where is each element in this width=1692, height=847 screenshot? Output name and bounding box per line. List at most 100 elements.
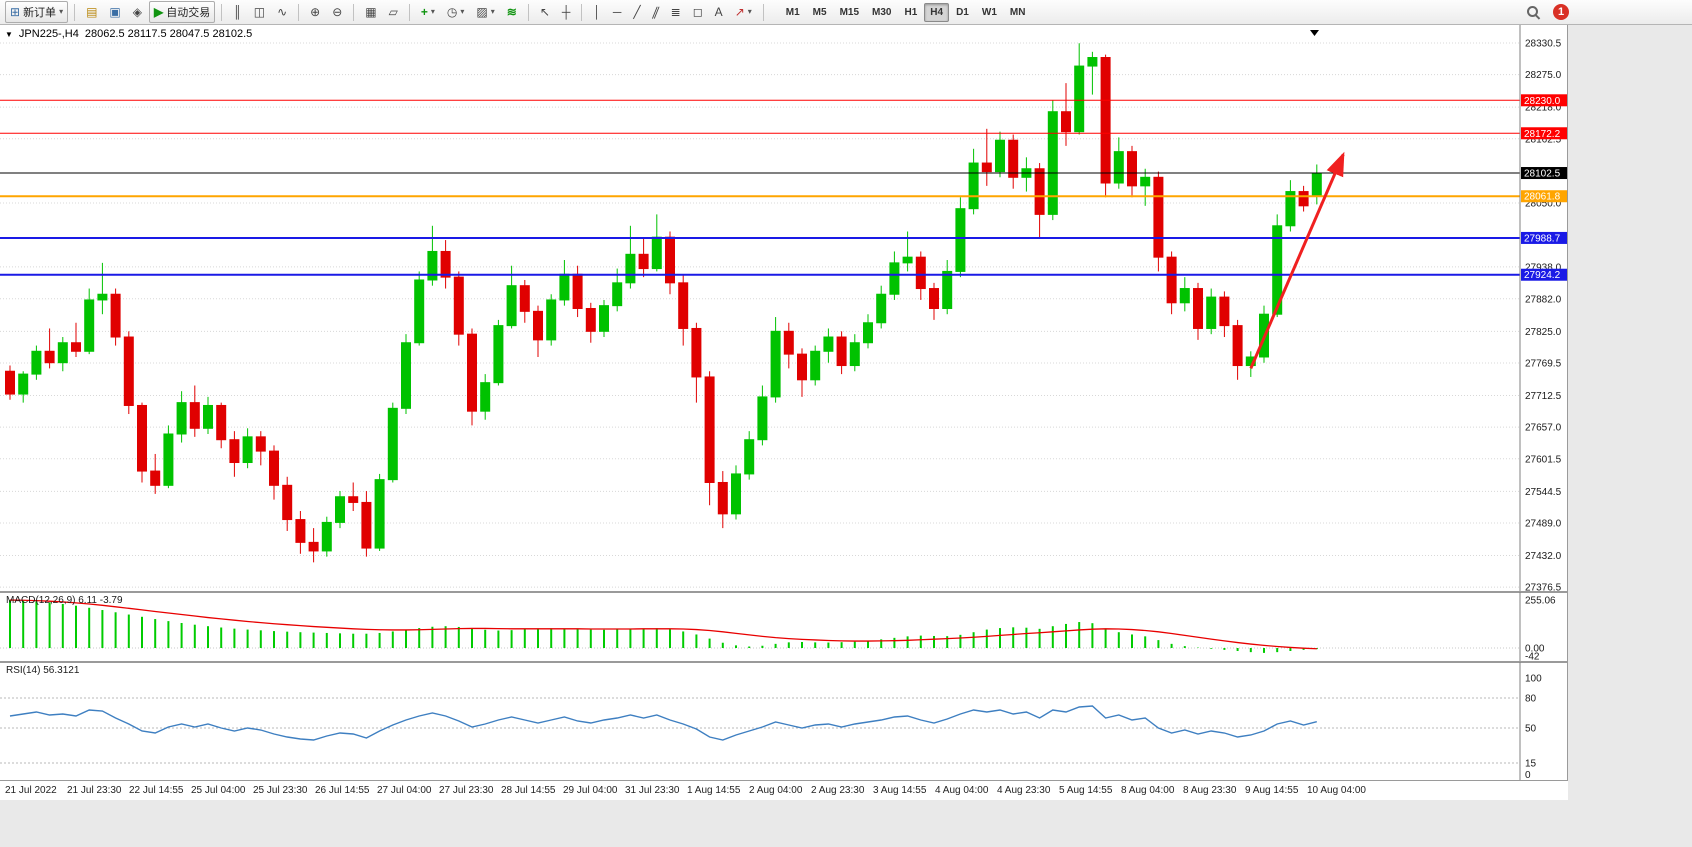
- timeframe-m5-button[interactable]: M5: [812, 6, 827, 18]
- candle-body: [942, 270, 953, 309]
- candle-body: [335, 496, 345, 523]
- arrows-button[interactable]: ↗ ▾: [730, 1, 757, 23]
- chart-shift-marker[interactable]: [1310, 30, 1319, 36]
- grid-button[interactable]: ▦: [360, 1, 381, 23]
- indicators-button[interactable]: ≋: [502, 1, 522, 23]
- cursor-button[interactable]: ↖: [535, 1, 555, 23]
- timeframe-m30-button[interactable]: M30: [872, 6, 892, 18]
- macd-label: MACD(12,26,9) 6.11 -3.79: [6, 595, 123, 606]
- candle-chart-button[interactable]: ◫: [249, 1, 270, 23]
- time-axis-label: 25 Jul 23:30: [253, 785, 308, 796]
- candle-body: [1206, 296, 1217, 329]
- toolbar-separator: [221, 3, 223, 21]
- new-order-icon: ⊞: [10, 5, 21, 19]
- timeframe-mn-button[interactable]: MN: [1009, 6, 1026, 18]
- candle-body: [229, 439, 240, 464]
- toolbar-separator: [353, 3, 355, 21]
- timeframe-w1-button[interactable]: W1: [981, 6, 997, 18]
- candle-body: [955, 208, 966, 272]
- template-button[interactable]: ▨ ▾: [471, 1, 499, 23]
- candle-body: [506, 285, 517, 327]
- new-chart-button[interactable]: + ▾: [416, 1, 440, 23]
- timeframe-h1-button[interactable]: H1: [904, 6, 918, 18]
- price-tag-label: 27924.2: [1524, 270, 1561, 281]
- candle-body: [1219, 296, 1230, 327]
- time-axis[interactable]: 21 Jul 2022 21 Jul 23:30 22 Jul 14:55 25 Ju…: [0, 780, 1568, 800]
- price-tag: [1521, 167, 1567, 180]
- crosshair-button[interactable]: ┼: [557, 1, 576, 23]
- horizontal-line-button[interactable]: ─: [608, 1, 627, 23]
- candle-body: [995, 139, 1005, 173]
- channel-button[interactable]: ∥: [648, 1, 664, 23]
- candle-body: [1285, 191, 1296, 227]
- price-axis-label: 27601.5: [1525, 454, 1562, 465]
- price-axis-label: 27769.5: [1525, 358, 1562, 369]
- price-axis-label: 27376.5: [1525, 583, 1562, 592]
- data-window-button[interactable]: ▣: [104, 1, 125, 23]
- zoom-out-button[interactable]: ⊖: [327, 1, 347, 23]
- zoom-in-button[interactable]: ⊕: [305, 1, 325, 23]
- candle-body: [1179, 288, 1190, 304]
- market-watch-button[interactable]: ▤: [81, 1, 102, 23]
- trendline-button[interactable]: ╱: [628, 1, 645, 23]
- shapes-button[interactable]: ◻: [688, 1, 708, 23]
- arrow-tool-icon: ↗: [734, 5, 745, 19]
- auto-trading-button[interactable]: ▶ 自动交易: [149, 1, 216, 23]
- bar-chart-button[interactable]: ║: [228, 1, 247, 23]
- candle-body: [731, 473, 741, 515]
- time-axis-label: 21 Jul 2022: [5, 785, 57, 796]
- candle-body: [1166, 256, 1177, 304]
- candle-body: [625, 253, 636, 284]
- macd-pane: MACD(12,26,9) 6.11 -3.79 255.06 0.00 -42: [0, 592, 1568, 662]
- vertical-line-button[interactable]: │: [588, 1, 606, 23]
- price-tag: [1521, 190, 1567, 203]
- search-icon[interactable]: [1526, 5, 1541, 20]
- macd-axis-label: 0.00: [1525, 644, 1545, 655]
- candle-body: [216, 404, 227, 441]
- new-order-button[interactable]: ⊞ 新订单 ▾: [5, 1, 69, 23]
- candle-body: [717, 481, 728, 515]
- time-axis-label: 3 Aug 14:55: [873, 785, 927, 796]
- time-axis-label: 9 Aug 14:55: [1245, 785, 1299, 796]
- period-button[interactable]: ◷ ▾: [442, 1, 470, 23]
- trend-arrow[interactable]: [1249, 151, 1345, 369]
- candle-body: [823, 336, 834, 352]
- price-axis-label: 27544.5: [1525, 487, 1562, 498]
- tile-windows-icon: ▱: [388, 5, 398, 19]
- candle-body: [110, 293, 121, 338]
- chart-title-symbol: JPN225-,H4: [18, 28, 79, 40]
- timeframe-m1-button[interactable]: M1: [785, 6, 800, 18]
- candle-body: [929, 288, 939, 310]
- notification-badge[interactable]: 1: [1553, 4, 1569, 20]
- price-axis-label: 28162.5: [1525, 134, 1562, 145]
- candle-body: [374, 479, 385, 549]
- tile-windows-button[interactable]: ▱: [384, 1, 403, 23]
- zoom-out-icon: ⊖: [332, 5, 343, 19]
- text-label-button[interactable]: A: [710, 1, 728, 23]
- price-tag-label: 27988.7: [1524, 233, 1561, 244]
- candle-body: [981, 162, 992, 173]
- shapes-icon: ◻: [692, 5, 703, 19]
- fibonacci-button[interactable]: ≣: [666, 1, 686, 23]
- navigator-button[interactable]: ◈: [128, 1, 147, 23]
- candle-body: [1061, 111, 1071, 133]
- candle-body: [1153, 176, 1164, 258]
- price-chart[interactable]: 28330.5 28275.0 28218.0 28162.5 28050.0 27938…: [0, 25, 1568, 592]
- candle-body: [1272, 225, 1283, 315]
- candle-body: [242, 436, 253, 464]
- candle-body: [1074, 65, 1085, 133]
- timeframe-m15-button[interactable]: M15: [839, 6, 860, 18]
- timeframe-d1-button[interactable]: D1: [956, 6, 969, 18]
- candle-body: [57, 342, 68, 364]
- candle-body: [1008, 139, 1019, 178]
- candle-body: [401, 342, 411, 409]
- chart-menu-icon[interactable]: ▼: [5, 29, 13, 39]
- price-axis-label: 28330.5: [1525, 38, 1562, 49]
- rsi-panel[interactable]: 100 80 50 150: [0, 662, 1568, 780]
- timeframe-h4-button[interactable]: H4: [924, 2, 950, 22]
- macd-panel[interactable]: 255.06 0.00-42: [0, 592, 1568, 662]
- line-chart-icon: ∿: [277, 5, 288, 19]
- candle-body: [876, 293, 887, 324]
- line-chart-button[interactable]: ∿: [272, 1, 292, 23]
- grid-icon: ▦: [365, 5, 377, 19]
